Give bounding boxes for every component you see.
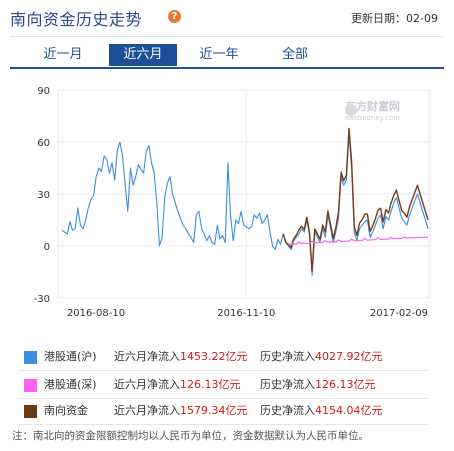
- tabs-underline: [10, 67, 444, 69]
- footnote: 注：南北向的资金限额控制均以人民币为单位，资金数据默认为人民币单位。: [12, 430, 369, 442]
- page-title: 南向资金历史走势: [10, 10, 143, 29]
- legend-hist-sh: 历史净流入4027.92亿元: [260, 344, 383, 370]
- legend-swatch-sh: [24, 351, 37, 364]
- help-icon[interactable]: ?: [168, 10, 181, 23]
- y-tick-label: 30: [37, 190, 50, 201]
- series-lines: [61, 127, 429, 277]
- legend-hist-label-sz: 历史净流入: [260, 378, 315, 391]
- legend-name-south: 南向资金: [44, 404, 88, 417]
- update-date: 更新日期：02-09: [351, 10, 438, 26]
- y-tick-label: -30: [34, 294, 50, 305]
- legend-hist-south: 历史净流入4154.04亿元: [260, 398, 383, 424]
- series-line-south: [282, 127, 429, 272]
- legend-six-value-south: 1579.34亿元: [180, 404, 248, 417]
- watermark-en: eastmoney.com: [345, 114, 400, 122]
- legend-six-south: 近六月净流入1579.34亿元: [114, 398, 248, 424]
- x-tick-label: 2016-08-10: [67, 308, 125, 319]
- legend-row-sh: 港股通(沪) 近六月净流入1453.22亿元 历史净流入4027.92亿元: [18, 344, 428, 371]
- legend-swatch-south: [24, 405, 37, 418]
- legend-six-sh: 近六月净流入1453.22亿元: [114, 344, 248, 370]
- y-tick-label: 90: [37, 86, 50, 97]
- legend-name-sz: 港股通(深): [44, 378, 97, 391]
- x-axis: 2016-08-10 2016-11-10 2017-02-09: [67, 308, 428, 319]
- legend-row-sz: 港股通(深) 近六月净流入126.13亿元 历史净流入126.13亿元: [18, 372, 428, 399]
- tab-1-month[interactable]: 近一月: [43, 47, 83, 62]
- legend-six-value-sz: 126.13亿元: [180, 378, 241, 391]
- legend-hist-label-south: 历史净流入: [260, 404, 315, 417]
- y-tick-label: 0: [44, 242, 50, 253]
- legend-hist-label-sh: 历史净流入: [260, 350, 315, 363]
- period-tabs: 近一月 近六月 近一年 全部: [0, 44, 454, 68]
- y-axis: -30 0 30 60 90: [34, 86, 50, 305]
- legend-six-label-sh: 近六月净流入: [114, 350, 180, 363]
- x-tick-label: 2016-11-10: [217, 308, 275, 319]
- legend-row-south: 南向资金 近六月净流入1579.34亿元 历史净流入4154.04亿元: [18, 398, 428, 425]
- legend-name-sh: 港股通(沪): [44, 350, 97, 363]
- legend-hist-sz: 历史净流入126.13亿元: [260, 372, 376, 398]
- series-line-sh: [61, 132, 429, 277]
- legend-swatch-sz: [24, 379, 37, 392]
- series-line-sz: [288, 236, 428, 245]
- x-tick-label: 2017-02-09: [370, 308, 428, 319]
- header-divider: [10, 36, 444, 37]
- legend-six-label-south: 近六月净流入: [114, 404, 180, 417]
- update-date-value: 02-09: [406, 12, 438, 25]
- legend-hist-value-sz: 126.13亿元: [315, 378, 376, 391]
- watermark: 东方财富网 eastmoney.com: [345, 99, 400, 122]
- tab-1-year[interactable]: 近一年: [199, 47, 239, 62]
- watermark-cn: 东方财富网: [345, 99, 400, 113]
- update-date-label: 更新日期：: [351, 12, 407, 25]
- legend-six-value-sh: 1453.22亿元: [180, 350, 248, 363]
- flow-chart: -30 0 30 60 90 2016-08-10 2016-11-10 2017-02-0…: [34, 86, 431, 319]
- legend-hist-value-sh: 4027.92亿元: [315, 350, 383, 363]
- y-tick-label: 60: [37, 138, 50, 149]
- tab-6-months[interactable]: 近六月: [109, 44, 177, 66]
- legend-six-label-sz: 近六月净流入: [114, 378, 180, 391]
- tab-all[interactable]: 全部: [281, 47, 308, 62]
- legend-six-sz: 近六月净流入126.13亿元: [114, 372, 241, 398]
- legend-hist-value-south: 4154.04亿元: [315, 404, 383, 417]
- watermark-logo-icon: [345, 104, 357, 116]
- header: 南向资金历史走势 ? 更新日期：02-09: [0, 0, 454, 36]
